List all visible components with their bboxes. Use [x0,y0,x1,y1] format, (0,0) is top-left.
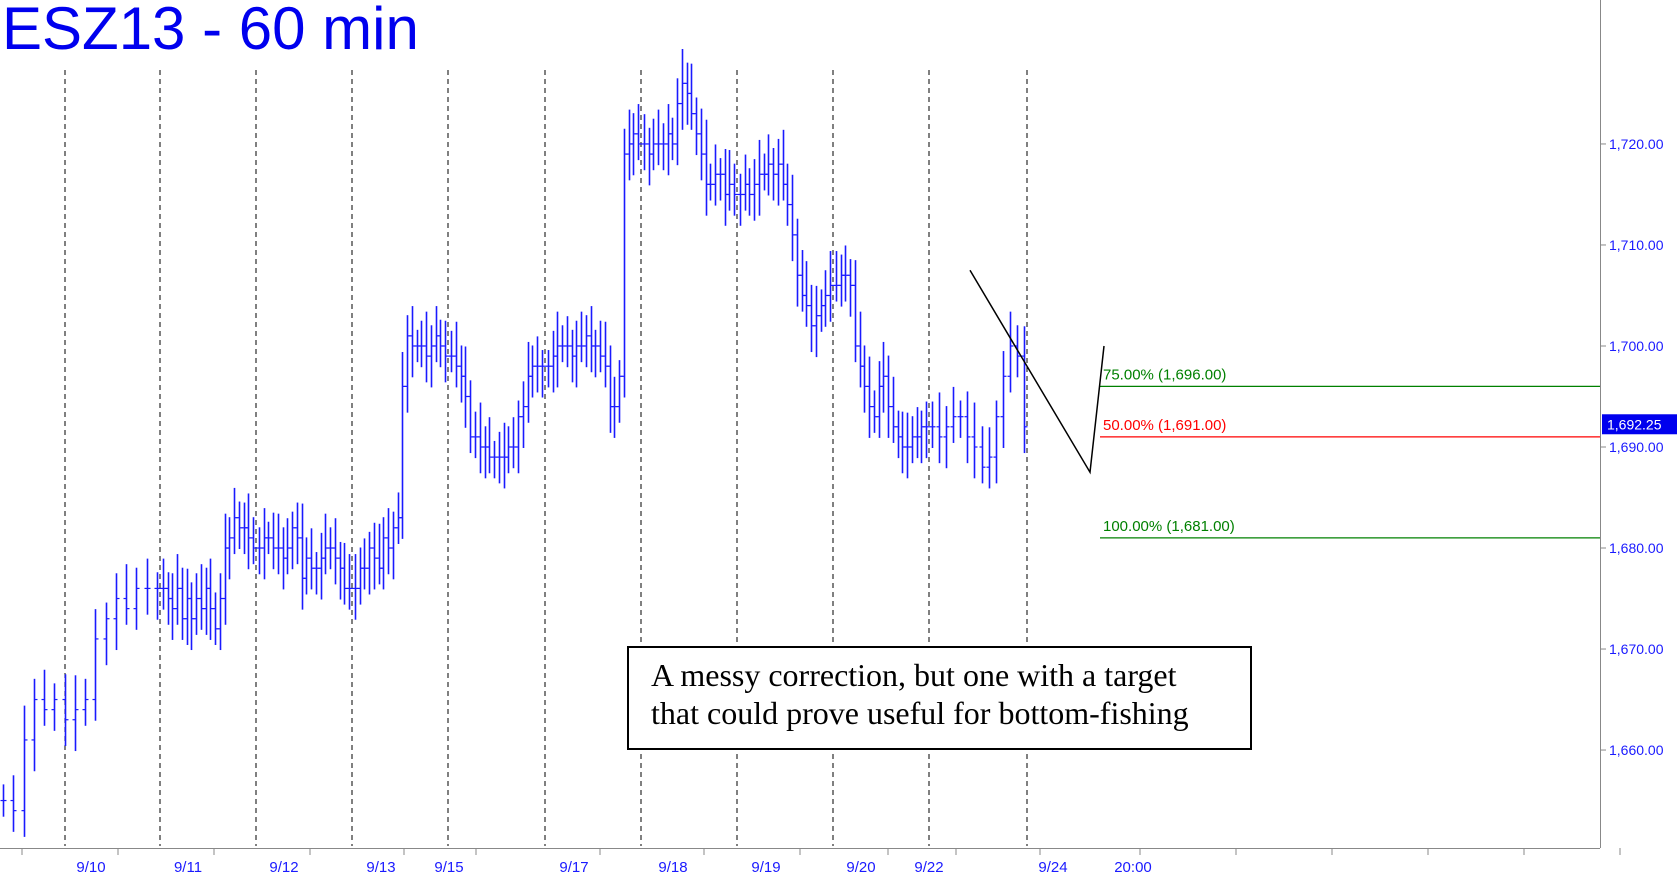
time-axis: 9/10 9/11 9/12 9/13 9/15 9/17 9/18 9/19 9/20 9/22… [0,848,1621,876]
time-label-7: 9/19 [751,859,780,876]
fibonacci-levels: 75.00% (1,696.00) 50.00% (1,691.00) 100.00… [1100,366,1600,539]
abc-trend-line [969,269,1105,475]
commentary-line-2: that could prove useful for bottom-fishi… [651,695,1189,731]
time-label-0: 9/10 [76,859,105,876]
fib-label-2: 100.00% (1,681.00) [1103,518,1235,535]
time-label-5: 9/17 [559,859,588,876]
commentary-box: A messy correction, but one with a targe… [627,646,1252,750]
time-label-6: 9/18 [658,859,687,876]
time-label-2: 9/12 [269,859,298,876]
trend-lines [969,269,1105,475]
price-tick-label-5: 1,710.00 [1609,237,1664,253]
price-tick-label-4: 1,700.00 [1609,338,1664,354]
time-label-3: 9/13 [366,859,395,876]
time-label-8: 9/20 [846,859,875,876]
last-price-marker: 1,692.25 [1602,414,1677,435]
price-tick-label-6: 1,720.00 [1609,136,1664,152]
price-tick-label-0: 1,660.00 [1609,742,1664,758]
time-label-4: 9/15 [434,859,463,876]
time-label-10: 9/24 [1038,859,1067,876]
last-price-box [1602,414,1677,435]
price-axis: 1,660.00 1,670.00 1,680.00 1,690.00 1,700.00… [1600,0,1664,848]
commentary-line-1: A messy correction, but one with a targe… [651,657,1177,693]
chart-title: ESZ13 - 60 min [2,0,419,62]
price-tick-label-3: 1,690.00 [1609,439,1664,455]
time-label-1: 9/11 [174,859,202,876]
ohlc-bars [0,49,1028,837]
price-tick-label-1: 1,670.00 [1609,641,1664,657]
time-label-9: 9/22 [914,859,943,876]
fib-label-1: 50.00% (1,691.00) [1103,417,1226,434]
last-price-label: 1,692.25 [1607,416,1662,432]
fib-label-0: 75.00% (1,696.00) [1103,366,1226,383]
day-separator-lines [64,70,1028,846]
time-label-11: 20:00 [1114,859,1152,876]
price-tick-label-2: 1,680.00 [1609,540,1664,556]
